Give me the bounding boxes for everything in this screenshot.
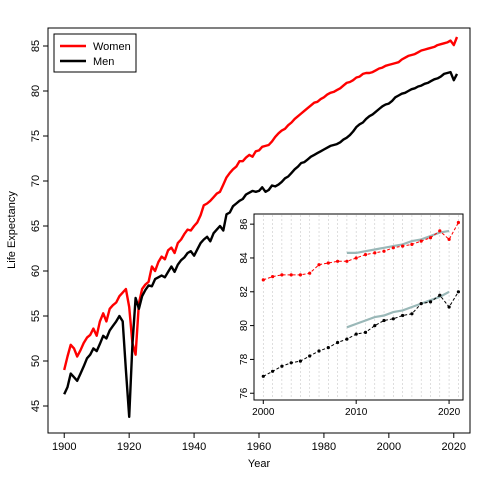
inset-point-men bbox=[280, 364, 284, 368]
inset-series bbox=[261, 220, 460, 378]
inset-x-axis: 2000 2010 2020 bbox=[252, 400, 461, 418]
inset-point-women bbox=[456, 220, 460, 225]
inset-point-women bbox=[428, 236, 433, 240]
inset-trend-line-men bbox=[346, 290, 450, 329]
inset-point-men bbox=[326, 346, 330, 350]
inset-x-tick-label: 2020 bbox=[438, 407, 461, 418]
inset-point-women bbox=[391, 246, 395, 250]
legend-box bbox=[53, 33, 137, 73]
inset-y-tick-label: 76 bbox=[239, 387, 250, 399]
main-series-lines bbox=[63, 36, 459, 418]
inset-point-men bbox=[410, 312, 414, 316]
y-tick-label: 55 bbox=[30, 310, 42, 322]
inset-point-men bbox=[373, 324, 377, 328]
x-axis-label: Year bbox=[248, 458, 271, 470]
inset-point-women bbox=[261, 278, 265, 282]
inset-point-men bbox=[354, 332, 358, 336]
x-tick-label: 1940 bbox=[182, 441, 206, 453]
y-tick-label: 70 bbox=[30, 175, 42, 187]
y-tick-label: 45 bbox=[30, 400, 42, 412]
inset-point-men bbox=[419, 302, 423, 306]
inset-point-women bbox=[317, 263, 321, 267]
inset-point-men bbox=[289, 361, 293, 365]
inset-point-men bbox=[336, 340, 340, 345]
inset-point-men bbox=[345, 337, 349, 341]
y-tick-label: 80 bbox=[30, 85, 42, 97]
main-x-axis: 1900 1920 1940 1960 1980 2000 2020 bbox=[52, 432, 466, 453]
inset-frame bbox=[253, 213, 464, 401]
inset-point-women bbox=[447, 237, 451, 241]
inset-point-men bbox=[391, 317, 395, 321]
inset-point-women bbox=[308, 271, 312, 275]
inset-point-men bbox=[317, 349, 321, 353]
inset-series-line-men bbox=[263, 291, 459, 377]
inset-y-tick-label: 78 bbox=[239, 353, 250, 365]
inset-point-women bbox=[298, 273, 302, 277]
series-line-men bbox=[63, 70, 459, 418]
x-tick-label: 1960 bbox=[247, 441, 271, 453]
inset-point-men bbox=[271, 369, 275, 373]
inset-point-women bbox=[336, 259, 340, 263]
inset-point-men bbox=[438, 293, 442, 297]
main-y-axis: 45 50 55 60 65 70 75 80 85 bbox=[30, 40, 49, 412]
inset-point-women bbox=[373, 251, 377, 255]
x-tick-label: 2020 bbox=[442, 441, 466, 453]
y-axis-label: Life Expectancy bbox=[6, 191, 18, 269]
inset-point-women bbox=[345, 259, 349, 263]
inset-point-men bbox=[382, 318, 386, 323]
inset-point-men bbox=[308, 354, 312, 358]
inset-point-women bbox=[410, 242, 414, 246]
inset-point-women bbox=[401, 244, 405, 248]
inset-point-women bbox=[280, 273, 284, 277]
inset-point-women bbox=[289, 273, 293, 277]
y-tick-label: 65 bbox=[30, 220, 42, 232]
inset-point-women bbox=[271, 275, 275, 279]
inset-trend-line-women bbox=[346, 229, 450, 254]
inset-x-tick-label: 2000 bbox=[252, 407, 275, 418]
x-tick-label: 1900 bbox=[52, 441, 76, 453]
y-tick-label: 75 bbox=[30, 130, 42, 142]
inset-point-men bbox=[261, 374, 265, 378]
y-tick-label: 60 bbox=[30, 265, 42, 277]
legend: Women Men bbox=[53, 33, 137, 73]
y-tick-label: 85 bbox=[30, 40, 42, 52]
inset-point-women bbox=[354, 256, 358, 260]
inset-y-tick-label: 80 bbox=[239, 320, 250, 332]
legend-label-women: Women bbox=[93, 41, 131, 53]
inset-point-men bbox=[447, 305, 451, 309]
x-tick-label: 1920 bbox=[117, 441, 141, 453]
inset-point-men bbox=[363, 330, 368, 334]
inset-y-tick-label: 84 bbox=[239, 252, 250, 264]
y-tick-label: 50 bbox=[30, 355, 42, 367]
series-line-women bbox=[63, 36, 459, 371]
inset-point-women bbox=[363, 253, 368, 257]
inset-point-women bbox=[419, 239, 423, 243]
x-tick-label: 2000 bbox=[377, 441, 401, 453]
inset-x-tick-label: 2010 bbox=[345, 407, 368, 418]
inset-point-men bbox=[298, 359, 302, 363]
x-tick-label: 1980 bbox=[312, 441, 336, 453]
legend-label-men: Men bbox=[93, 56, 114, 68]
inset-plot: 2000 2010 2020 76 78 80 82 84 86 bbox=[239, 213, 464, 418]
inset-point-women bbox=[326, 261, 330, 265]
inset-series-line-women bbox=[263, 222, 459, 281]
inset-y-tick-label: 86 bbox=[239, 218, 250, 230]
inset-point-women bbox=[438, 229, 442, 233]
inset-point-men bbox=[401, 313, 405, 318]
main-plot: 1900 1920 1940 1960 1980 2000 2020 45 50 55 60 65 7… bbox=[6, 27, 471, 470]
inset-point-men bbox=[428, 300, 433, 304]
inset-point-women bbox=[382, 249, 386, 253]
inset-point-men bbox=[456, 290, 460, 294]
inset-y-axis: 76 78 80 82 84 86 bbox=[239, 218, 254, 399]
inset-y-tick-label: 82 bbox=[239, 286, 250, 298]
